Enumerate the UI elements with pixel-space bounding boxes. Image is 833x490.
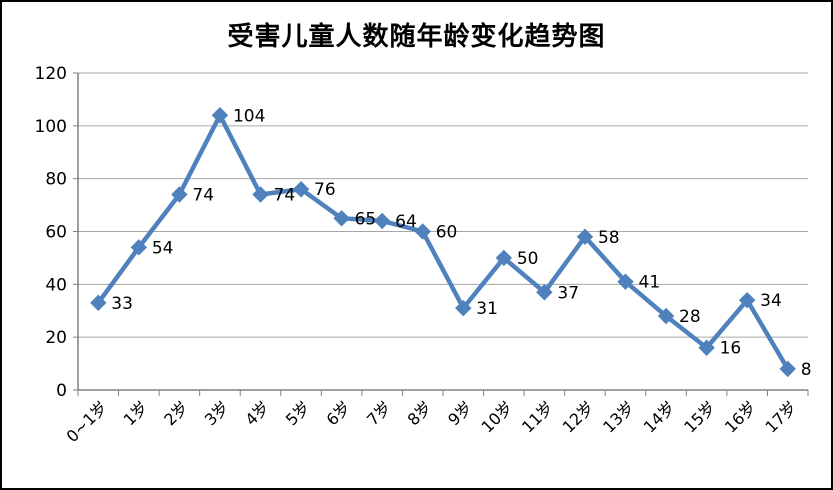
data-label: 60 (436, 223, 458, 243)
x-axis-label: 13岁 (599, 397, 638, 436)
y-axis-label: 80 (45, 170, 67, 190)
data-label: 28 (679, 307, 701, 327)
data-point-marker (738, 291, 756, 309)
data-label: 54 (152, 238, 174, 258)
data-point-marker (495, 249, 513, 267)
data-point-marker (373, 212, 391, 230)
data-label: 65 (355, 209, 377, 229)
data-point-marker (536, 284, 553, 301)
x-axis-label: 5岁 (282, 397, 314, 429)
x-axis-label: 17岁 (761, 397, 800, 436)
data-point-marker (171, 186, 188, 203)
y-axis-label: 20 (45, 328, 67, 348)
y-axis-label: 60 (45, 223, 67, 243)
data-label: 50 (517, 249, 539, 269)
series-line (96, 113, 790, 372)
x-axis-label: 2岁 (160, 397, 192, 429)
x-axis-label: 15岁 (680, 397, 719, 436)
y-axis-label: 100 (35, 117, 67, 137)
x-axis-label: 6岁 (322, 397, 354, 429)
x-axis-label: 14岁 (640, 397, 679, 436)
data-point-marker (333, 210, 350, 227)
data-label: 8 (801, 360, 812, 380)
data-point-marker (576, 228, 594, 245)
data-point-marker (211, 107, 229, 124)
data-label: 104 (233, 106, 265, 126)
data-label: 58 (598, 228, 620, 248)
x-axis-label: 7岁 (363, 397, 395, 429)
data-label: 33 (111, 294, 133, 314)
data-label: 37 (557, 283, 579, 303)
data-point-marker (779, 360, 796, 378)
x-axis-label: 3岁 (201, 397, 233, 429)
data-point-marker (252, 186, 269, 203)
x-axis-label: 8岁 (404, 397, 436, 429)
x-axis-label: 10岁 (478, 397, 517, 436)
y-axis-label: 0 (56, 381, 67, 401)
x-axis-label: 9岁 (444, 397, 476, 429)
chart-title: 受害儿童人数随年龄变化趋势图 (227, 22, 606, 51)
data-label: 74 (192, 186, 214, 206)
data-point-marker (292, 181, 310, 198)
data-label: 16 (720, 339, 742, 359)
x-axis-label: 16岁 (721, 397, 760, 436)
data-label: 31 (476, 299, 498, 319)
y-axis-label: 120 (35, 64, 67, 84)
data-point-marker (617, 273, 634, 290)
x-axis-label: 11岁 (518, 397, 557, 436)
data-point-marker (90, 294, 107, 312)
data-label: 41 (639, 273, 661, 293)
data-point-marker (414, 223, 431, 240)
data-point-marker (130, 239, 148, 256)
data-point-marker (698, 339, 715, 356)
x-axis-label: 4岁 (241, 397, 273, 429)
data-point-marker (657, 307, 675, 325)
x-axis-label: 1岁 (120, 397, 152, 429)
data-label: 34 (760, 291, 782, 311)
data-point-marker (455, 299, 472, 317)
data-label: 76 (314, 180, 336, 200)
x-axis-label: 12岁 (559, 397, 598, 436)
x-axis-label: 0~1岁 (62, 397, 111, 446)
y-axis-label: 40 (45, 275, 67, 295)
data-label: 64 (395, 212, 417, 232)
data-label: 74 (274, 186, 296, 206)
